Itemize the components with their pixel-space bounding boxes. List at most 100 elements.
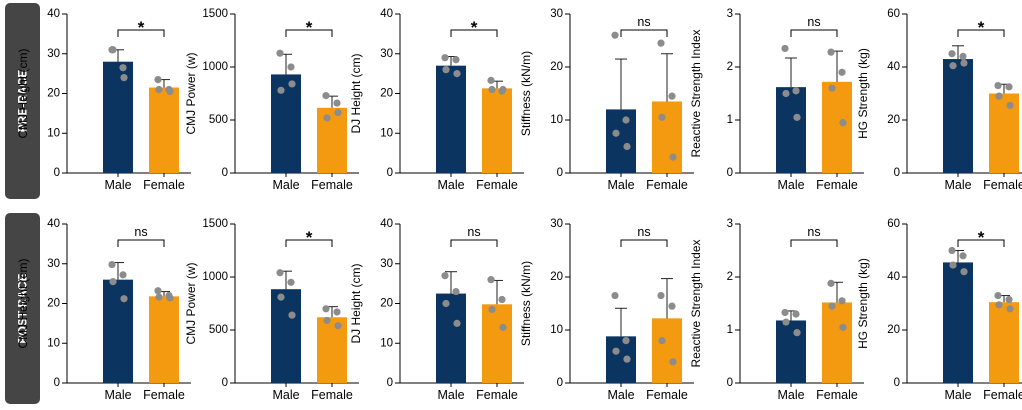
y-tick-label: 20 xyxy=(380,298,393,310)
data-point xyxy=(499,323,507,331)
y-axis-label: DJ Height (cm) xyxy=(349,53,363,133)
data-point xyxy=(838,68,846,76)
data-point xyxy=(453,319,461,327)
y-tick-label: 10 xyxy=(47,337,60,349)
data-point xyxy=(781,44,789,53)
x-tick-label-male: Male xyxy=(272,388,299,402)
data-point xyxy=(288,80,296,88)
y-tick-label: 40 xyxy=(47,8,60,20)
bar-male xyxy=(436,65,466,173)
data-point xyxy=(669,153,677,161)
bar-male xyxy=(436,293,466,383)
y-tick-label: 500 xyxy=(209,114,228,126)
panel-post-race-3: DJ Height (cm) 0 10 20 30 40 Male Female ns xyxy=(349,218,524,402)
data-point xyxy=(442,66,450,74)
x-tick-label-female: Female xyxy=(646,388,688,402)
y-tick-label: 10 xyxy=(550,114,563,126)
bar-female xyxy=(482,304,512,383)
data-point xyxy=(948,50,956,58)
y-tick-label: 30 xyxy=(550,218,563,230)
data-point xyxy=(334,322,342,330)
y-tick-label: 40 xyxy=(380,218,393,230)
y-tick-label: 0 xyxy=(222,377,228,389)
y-tick-label: 20 xyxy=(550,271,563,283)
x-tick-label-female: Female xyxy=(646,178,688,192)
significance-bracket xyxy=(117,239,165,247)
data-point xyxy=(994,81,1002,90)
data-point xyxy=(623,142,631,151)
panel-pre-race-1: CMJ Height (cm) 0 10 20 30 40 Male Female * xyxy=(16,8,191,192)
y-tick-label: 1000 xyxy=(202,61,228,73)
significance-bracket xyxy=(790,239,838,247)
data-point xyxy=(166,87,174,96)
bar-female xyxy=(989,302,1019,383)
significance-label: * xyxy=(306,18,313,37)
panel-post-race-6: HG Strength (kg) 0 20 40 60 Male Female * xyxy=(856,218,1022,402)
y-tick-label: 0 xyxy=(557,377,563,389)
data-point xyxy=(839,323,847,331)
y-tick-label: 0 xyxy=(387,167,393,179)
data-point xyxy=(166,294,174,302)
panel-pre-race-3: DJ Height (cm) 0 10 20 30 40 Male Female * xyxy=(349,8,524,192)
significance-label: * xyxy=(471,18,478,37)
data-point xyxy=(828,302,836,310)
bar-male xyxy=(103,61,133,174)
bar-male xyxy=(776,87,806,173)
x-tick-label-male: Male xyxy=(104,178,131,192)
data-point xyxy=(277,86,285,94)
bar-female xyxy=(822,302,852,383)
row-label-text: PRE-RACE xyxy=(16,70,30,133)
panel-post-race-4: Stiffness (kN/m) 0 10 20 30 Male Female ns xyxy=(519,218,694,402)
y-tick-label: 0 xyxy=(222,167,228,179)
data-point xyxy=(442,299,450,308)
data-point xyxy=(452,56,460,64)
data-point xyxy=(995,92,1003,100)
bar-male xyxy=(776,320,806,383)
data-point xyxy=(288,311,296,319)
data-point xyxy=(154,75,162,84)
data-point xyxy=(995,301,1003,309)
bar-female xyxy=(822,81,852,173)
x-tick-label-female: Female xyxy=(476,388,518,402)
data-point xyxy=(120,74,128,82)
data-point xyxy=(657,39,665,47)
data-point xyxy=(792,87,800,95)
data-point xyxy=(949,62,957,70)
data-point xyxy=(119,271,127,279)
bar-male xyxy=(606,336,636,383)
data-point xyxy=(1005,83,1013,91)
y-tick-label: 30 xyxy=(380,48,393,60)
significance-bracket xyxy=(620,29,668,37)
bar-female xyxy=(149,87,179,173)
x-tick-label-male: Male xyxy=(272,178,299,192)
x-tick-label-female: Female xyxy=(311,178,353,192)
data-point xyxy=(611,31,619,39)
bar-female xyxy=(482,88,512,173)
data-point xyxy=(108,260,116,269)
y-tick-label: 0 xyxy=(727,377,733,389)
data-point xyxy=(668,92,676,100)
y-tick-label: 1 xyxy=(727,114,733,126)
y-tick-label: 40 xyxy=(887,271,900,283)
data-point xyxy=(838,297,846,305)
significance-bracket xyxy=(957,29,1005,37)
y-tick-label: 0 xyxy=(727,167,733,179)
significance-bracket xyxy=(790,29,838,37)
significance-label: ns xyxy=(134,225,147,239)
y-tick-label: 20 xyxy=(887,114,900,126)
row-label-box xyxy=(5,213,40,404)
data-point xyxy=(839,119,847,127)
data-point xyxy=(333,99,341,107)
y-tick-label: 20 xyxy=(47,298,60,310)
significance-label: * xyxy=(306,228,313,247)
data-point xyxy=(120,295,128,303)
data-point xyxy=(994,291,1002,300)
y-tick-label: 3 xyxy=(727,8,733,20)
y-tick-label: 10 xyxy=(550,324,563,336)
data-point xyxy=(323,114,331,122)
y-axis-label: CMJ Height (cm) xyxy=(16,48,30,138)
significance-label: ns xyxy=(637,225,650,239)
y-tick-label: 40 xyxy=(887,61,900,73)
data-point xyxy=(453,70,461,78)
y-tick-label: 2 xyxy=(727,61,733,73)
